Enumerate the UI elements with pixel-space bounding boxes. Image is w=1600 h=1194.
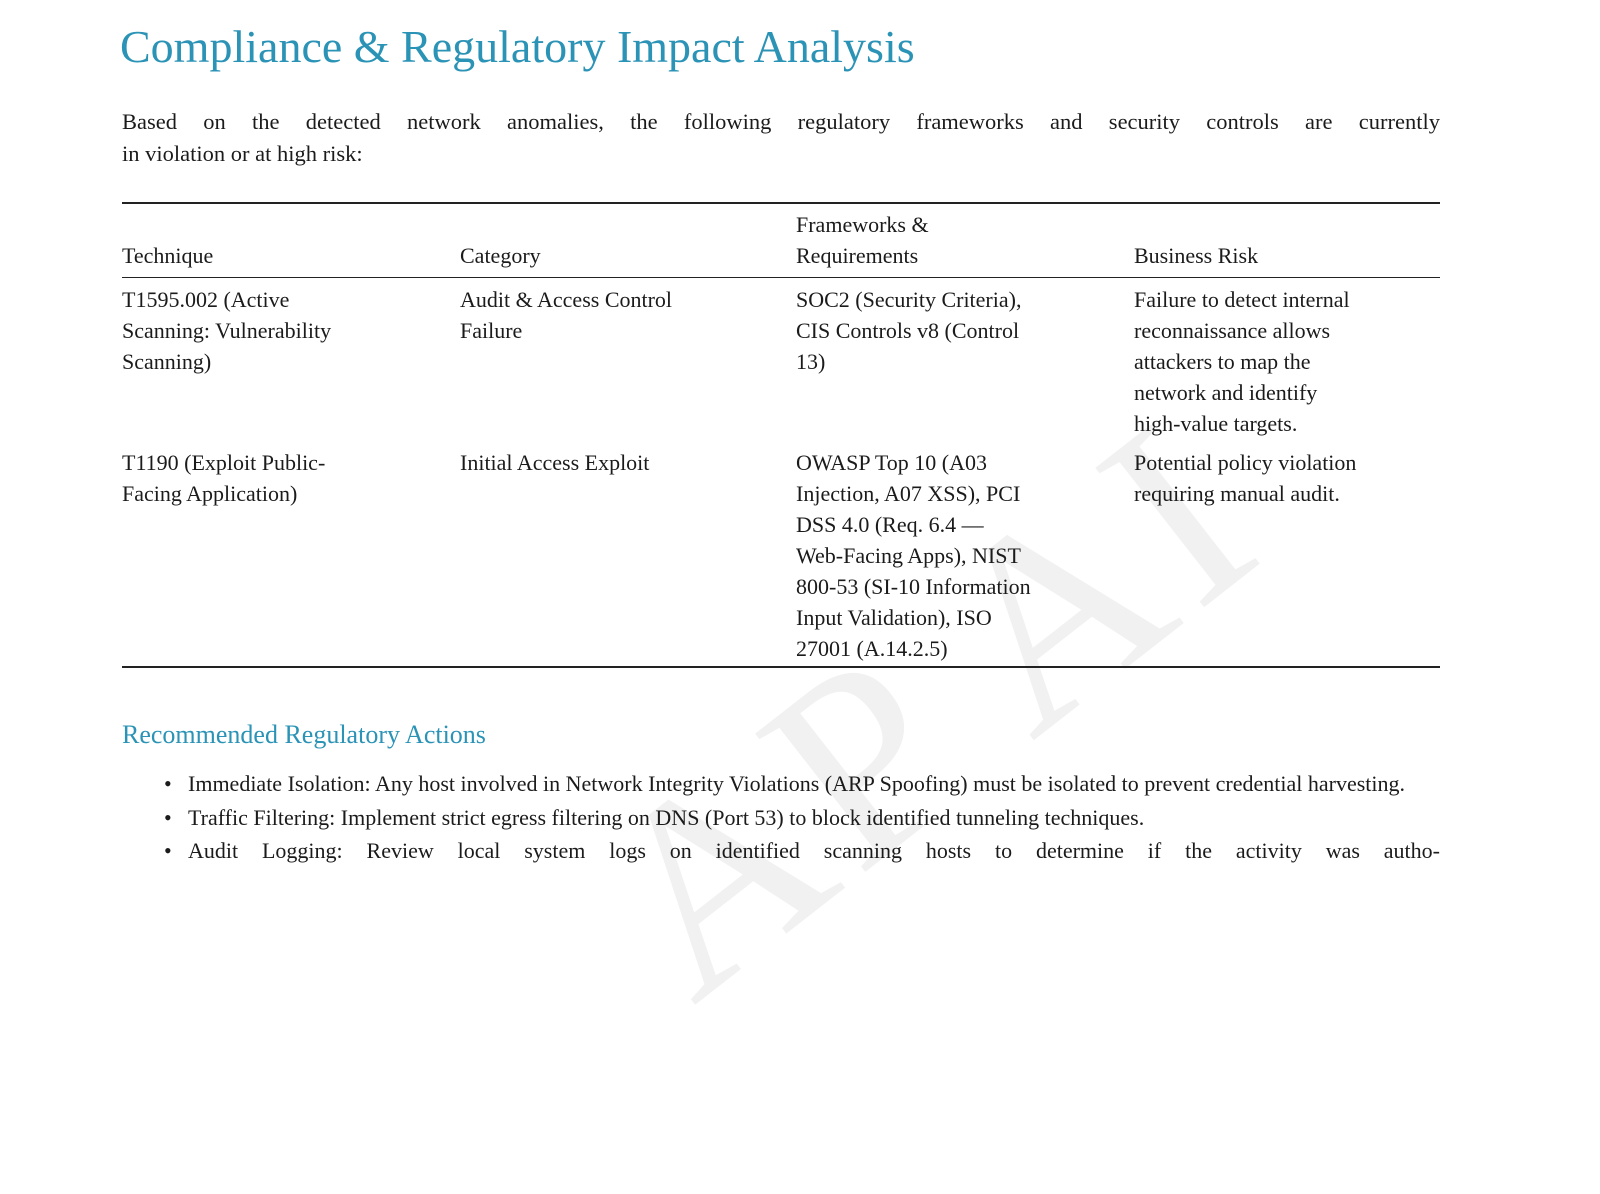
column-header-frameworks: Frameworks & Requirements: [796, 203, 1134, 278]
cell-category: Initial Access Exploit: [460, 450, 650, 475]
column-header-category: Category: [460, 203, 796, 278]
cell-technique: T1190 (Exploit Public- Facing Applicatio…: [122, 450, 326, 506]
cell-category: Audit & Access Control Failure: [460, 287, 673, 343]
intro-line-2: in violation or at high risk:: [122, 141, 363, 166]
intro-paragraph: Based on the detected network anomalies,…: [122, 106, 1440, 170]
cell-technique: T1595.002 (Active Scanning: Vulnerabilit…: [122, 287, 332, 374]
table-row: T1595.002 (Active Scanning: Vulnerabilit…: [122, 278, 1440, 442]
list-item: Traffic Filtering: Implement strict egre…: [122, 802, 1440, 834]
cell-business-risk: Failure to detect internal reconnaissanc…: [1134, 287, 1350, 436]
cell-frameworks: OWASP Top 10 (A03 Injection, A07 XSS), P…: [796, 450, 1031, 661]
table-row: T1190 (Exploit Public- Facing Applicatio…: [122, 441, 1440, 667]
cell-business-risk: Potential policy violation requiring man…: [1134, 450, 1357, 506]
compliance-table: Technique Category Frameworks & Requirem…: [122, 202, 1440, 668]
list-item: Immediate Isolation: Any host involved i…: [122, 768, 1440, 800]
table-header-row: Technique Category Frameworks & Requirem…: [122, 203, 1440, 278]
page-title: Compliance & Regulatory Impact Analysis: [120, 21, 915, 72]
document-page: { "document": { "title": "Compliance & R…: [0, 0, 1600, 900]
column-header-business-risk: Business Risk: [1134, 203, 1440, 278]
column-header-technique: Technique: [122, 203, 460, 278]
cell-frameworks: SOC2 (Security Criteria), CIS Controls v…: [796, 287, 1022, 374]
intro-line-1: Based on the detected network anomalies,…: [122, 109, 1440, 134]
recommended-actions-list: Immediate Isolation: Any host involved i…: [122, 768, 1440, 869]
section-heading-recommended-actions: Recommended Regulatory Actions: [122, 720, 486, 749]
list-item: Audit Logging: Review local system logs …: [122, 835, 1440, 867]
